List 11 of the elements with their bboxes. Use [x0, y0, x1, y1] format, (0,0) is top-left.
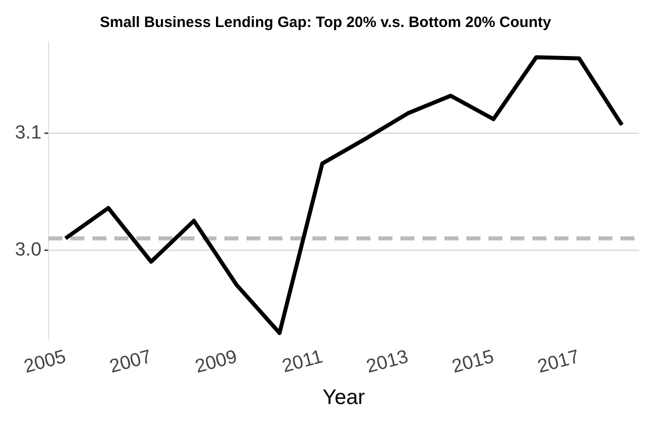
- x-tick-label: 2009: [193, 346, 240, 378]
- y-tick-label: 3.1: [14, 122, 42, 144]
- x-tick-label: 2017: [535, 346, 582, 378]
- x-tick-label: 2011: [280, 346, 325, 378]
- x-tick-label: 2005: [22, 346, 68, 378]
- x-tick-label: 2013: [364, 346, 411, 378]
- chart-title: Small Business Lending Gap: Top 20% v.s. Bottom 20% County: [100, 14, 552, 32]
- y-tick-label: 3.0: [14, 239, 42, 260]
- x-tick-label: 2015: [450, 346, 496, 378]
- x-axis-title: Year: [322, 386, 365, 410]
- x-tick-label: 2007: [107, 346, 154, 378]
